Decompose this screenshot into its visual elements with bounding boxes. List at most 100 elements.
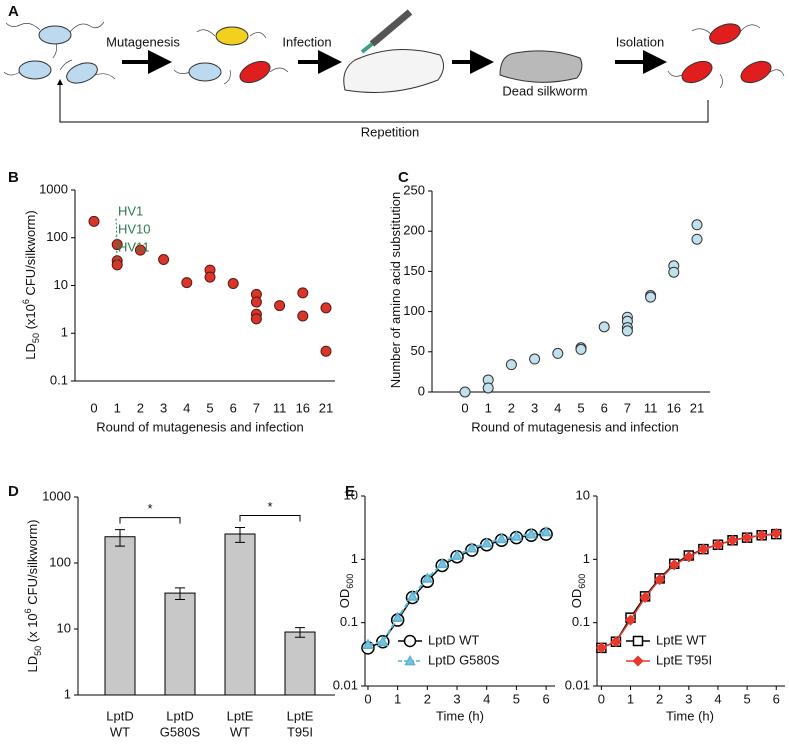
panel-label: A	[8, 3, 19, 20]
x-tick-label: 5	[577, 400, 584, 415]
point	[274, 300, 286, 312]
point	[639, 591, 651, 604]
x-tick-label: 16	[667, 400, 681, 415]
loop-arrow	[57, 79, 709, 123]
y-tick-label: 200	[403, 223, 425, 238]
point	[495, 532, 508, 544]
annotation: HV11	[118, 239, 150, 254]
point	[480, 537, 493, 548]
silkworm	[343, 49, 444, 93]
dead-label: Dead silkworm	[502, 83, 587, 98]
label-part: 50	[33, 646, 43, 656]
cell	[18, 60, 52, 80]
point	[451, 549, 463, 560]
y-tick-label: 0.1	[50, 372, 68, 387]
bar	[224, 533, 256, 696]
significance-label: *	[267, 499, 272, 514]
step-label: Mutagenesis	[106, 34, 180, 49]
point	[529, 353, 541, 365]
cell	[66, 62, 98, 84]
legend-marker	[404, 654, 416, 666]
y-tick-label: 0.1	[572, 614, 590, 629]
point	[377, 635, 389, 647]
point	[770, 528, 782, 540]
point	[320, 345, 332, 357]
label-part: LD	[25, 656, 40, 673]
label-part: (x 10	[25, 613, 40, 646]
label-part: OD	[569, 589, 584, 609]
legend-label: LptD WT	[428, 632, 479, 647]
y-axis-label: LD50 (x 106 CFU/silkworm)	[23, 520, 43, 673]
cell	[188, 62, 222, 82]
point	[510, 530, 523, 541]
y-axis-label: Number of amino acid substitution	[388, 192, 403, 389]
legend-marker	[632, 635, 644, 647]
point	[683, 551, 695, 563]
point	[88, 215, 100, 227]
point	[691, 219, 703, 231]
error-bar	[235, 527, 245, 543]
y-axis-label: OD600	[337, 574, 355, 609]
bar	[164, 592, 196, 696]
x-tick-label: 1	[627, 691, 634, 706]
x-tick-label: 6	[542, 691, 549, 706]
point	[320, 302, 332, 314]
point	[459, 386, 471, 398]
y-tick-label: 0	[418, 383, 425, 398]
x-tick-label: 3	[453, 691, 460, 706]
point	[668, 559, 680, 571]
x-tick-label: LptE	[287, 708, 314, 723]
x-tick-label: 5	[513, 691, 520, 706]
point	[598, 321, 610, 333]
legend-label: LptE T95I	[656, 652, 712, 667]
flagella	[173, 29, 289, 85]
x-tick-label: 3	[685, 691, 692, 706]
y-tick-label: 150	[403, 263, 425, 278]
x-tick-label: 7	[624, 400, 631, 415]
y-tick-label: 10	[57, 620, 71, 635]
cell	[239, 60, 271, 84]
y-tick-label: 10	[54, 277, 68, 292]
cell	[681, 60, 713, 84]
point	[362, 638, 374, 649]
diagram: Mutagenesis Infection Dead silkworm Isol…	[3, 9, 785, 139]
y-tick-label: 50	[411, 343, 425, 358]
panel-label: C	[398, 169, 409, 186]
annotation-line	[115, 253, 118, 265]
x-axis-label: Round of mutagenesis and infection	[96, 419, 303, 434]
y-tick-label: 1	[351, 551, 358, 566]
x-tick-label: 11	[273, 400, 287, 415]
x-tick-label: 5	[206, 400, 213, 415]
step-label: Infection	[282, 34, 331, 49]
point	[250, 296, 262, 308]
panel-label: E	[345, 483, 355, 500]
x-tick-label: 5	[743, 691, 750, 706]
point	[610, 636, 622, 648]
panel-label: D	[8, 483, 19, 500]
point	[595, 642, 607, 654]
point	[421, 572, 434, 583]
x-axis-label: Round of mutagenesis and infection	[471, 419, 678, 434]
y-tick-label: 1000	[39, 181, 68, 196]
point	[297, 287, 309, 299]
point	[756, 529, 768, 541]
point	[645, 291, 657, 303]
point	[712, 539, 724, 551]
significance-bracket	[239, 515, 301, 522]
point	[391, 611, 404, 623]
label-part: CFU/silkworm)	[25, 520, 40, 609]
step-label: Isolation	[616, 34, 664, 49]
point	[181, 277, 193, 289]
flagella	[3, 21, 116, 80]
point	[575, 343, 587, 355]
y-tick-label: 1	[64, 686, 71, 701]
x-tick-label: 1	[114, 400, 121, 415]
point	[158, 254, 170, 266]
error-bar	[295, 627, 305, 638]
syringe	[369, 9, 413, 47]
x-tick-label: 0	[598, 691, 605, 706]
annotation-line	[115, 217, 118, 245]
y-axis-label: OD600	[569, 574, 587, 609]
point	[227, 278, 239, 290]
significance-label: *	[147, 501, 152, 516]
